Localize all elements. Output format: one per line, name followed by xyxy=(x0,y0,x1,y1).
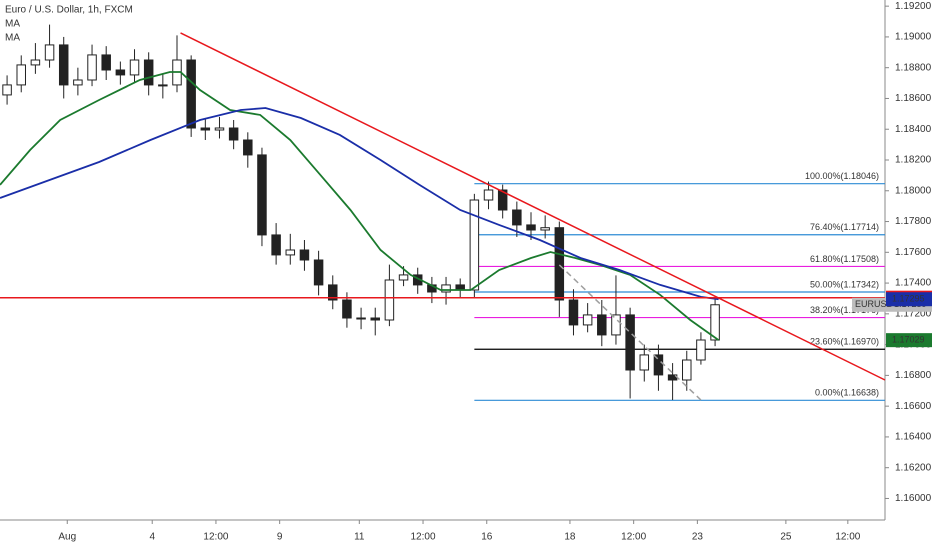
candle-body xyxy=(554,227,565,301)
candle-body xyxy=(58,44,69,86)
price-tag-label: 1.17029 xyxy=(892,335,925,345)
x-tick-label: 4 xyxy=(149,532,155,543)
candle-body xyxy=(44,44,55,61)
candle-body xyxy=(186,59,196,129)
candle-body xyxy=(228,127,239,141)
candle-body xyxy=(214,127,225,131)
x-tick-label: 16 xyxy=(481,532,493,543)
x-tick-label: 25 xyxy=(780,532,792,543)
candle-body xyxy=(526,224,536,231)
candle-body xyxy=(625,314,635,371)
candle-body xyxy=(639,354,650,371)
candle-body xyxy=(398,274,409,281)
candle-body xyxy=(356,317,366,320)
chart-title: Euro / U.S. Dollar, 1h, FXCM xyxy=(5,5,133,16)
price-tag-label: 1.17295 xyxy=(892,294,925,304)
candle-body xyxy=(87,54,97,81)
fib-label: 38.20%(1.17176) xyxy=(810,305,879,315)
candle-body xyxy=(696,339,706,361)
y-tick-label: 1.18800 xyxy=(895,62,932,73)
candle-body xyxy=(653,354,664,376)
candle-body xyxy=(313,259,324,286)
candle-body xyxy=(243,139,253,156)
candle-body xyxy=(285,249,296,256)
fib-label: 50.00%(1.17342) xyxy=(810,279,879,289)
candle-body xyxy=(710,304,720,341)
candle-body xyxy=(384,279,395,321)
candle-body xyxy=(30,59,41,66)
candle-body xyxy=(2,84,12,96)
x-tick-label: 11 xyxy=(354,532,365,543)
moving-average xyxy=(0,107,719,301)
y-tick-label: 1.17200 xyxy=(895,308,932,319)
candle-body xyxy=(257,154,267,236)
y-tick-label: 1.18400 xyxy=(895,124,932,135)
candle-body xyxy=(370,317,380,321)
price-tag xyxy=(886,333,932,348)
candle-body xyxy=(200,127,211,131)
candle-body xyxy=(582,314,593,326)
x-tick-label: 23 xyxy=(692,532,704,543)
x-tick-label: 12:00 xyxy=(411,532,436,543)
y-tick-label: 1.17800 xyxy=(895,216,932,227)
y-tick-label: 1.16800 xyxy=(895,370,932,381)
x-tick-label: 12:00 xyxy=(203,532,228,543)
trend-line xyxy=(558,264,702,401)
candle-body xyxy=(483,189,494,201)
candle-body xyxy=(271,234,281,256)
candle-body xyxy=(143,59,154,86)
fib-label: 76.40%(1.17714) xyxy=(810,222,879,232)
candle-body xyxy=(568,299,579,326)
candle-body xyxy=(597,314,607,336)
y-tick-label: 1.16000 xyxy=(895,493,932,504)
x-tick-label: 12:00 xyxy=(835,532,860,543)
trend-line xyxy=(180,32,886,381)
fib-label: 61.80%(1.17508) xyxy=(810,254,879,264)
legend-entry: MA xyxy=(5,19,20,30)
candle-body xyxy=(497,189,508,211)
y-tick-label: 1.17600 xyxy=(895,247,932,258)
candle-body xyxy=(16,64,26,86)
candle-body xyxy=(682,359,692,381)
y-tick-label: 1.16600 xyxy=(895,401,932,412)
candle-body xyxy=(158,84,168,87)
fib-label: 100.00%(1.18046) xyxy=(805,171,879,181)
price-tag xyxy=(886,292,932,307)
candle-body xyxy=(328,284,338,301)
last-price-symbol: EURUSD xyxy=(855,299,894,309)
x-tick-label: Aug xyxy=(58,532,76,543)
candle-body xyxy=(469,199,480,291)
candle-body xyxy=(299,249,310,261)
candle-body xyxy=(540,227,550,231)
candle-body xyxy=(115,69,126,76)
x-tick-label: 9 xyxy=(277,532,283,543)
candle-body xyxy=(101,54,111,71)
y-tick-label: 1.18200 xyxy=(895,155,932,166)
x-tick-label: 12:00 xyxy=(621,532,646,543)
candle-body xyxy=(512,209,522,226)
y-tick-label: 1.18600 xyxy=(895,93,932,104)
x-tick-label: 18 xyxy=(564,532,576,543)
moving-average xyxy=(0,71,720,341)
y-tick-label: 1.17400 xyxy=(895,278,932,289)
y-tick-label: 1.19200 xyxy=(895,1,932,12)
legend-entry: MA xyxy=(5,33,20,44)
y-tick-label: 1.18000 xyxy=(895,185,932,196)
candle-body xyxy=(342,299,352,319)
y-tick-label: 1.16200 xyxy=(895,462,932,473)
candle-body xyxy=(611,314,621,336)
candle-body xyxy=(441,284,451,293)
fib-label: 23.60%(1.16970) xyxy=(810,337,879,347)
candle-body xyxy=(129,59,140,76)
fib-label: 0.00%(1.16638) xyxy=(815,388,879,398)
candle-body xyxy=(73,79,83,86)
y-tick-label: 1.19000 xyxy=(895,32,932,43)
y-tick-label: 1.16400 xyxy=(895,432,932,443)
